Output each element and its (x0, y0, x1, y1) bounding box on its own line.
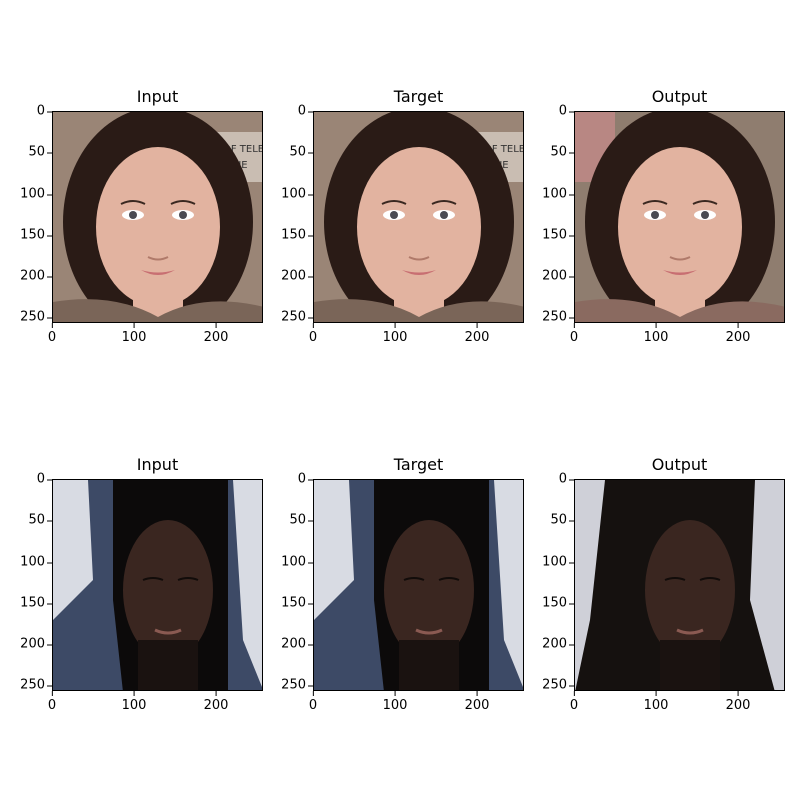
x-tick-label: 200 (203, 691, 229, 713)
x-tick-label: 200 (725, 691, 751, 713)
x-tick-label: 100 (121, 323, 147, 345)
subplot-title: Target (393, 87, 444, 106)
x-tick-label: 0 (308, 323, 318, 345)
x-tick-label: 0 (569, 691, 579, 713)
x-tick-label: 100 (382, 323, 408, 345)
image-frame: OF TELE SCIE (52, 111, 263, 323)
y-tick-label: 50 (289, 144, 313, 160)
subplot-output: Output 0 50 100 150 200 250 0 100 200 (542, 87, 785, 345)
portrait-image (314, 480, 523, 690)
subplot-title: Input (136, 455, 179, 474)
subplot-title: Output (651, 87, 708, 106)
subplot-input: Input 0 50 100 150 200 250 0 100 200 (20, 455, 263, 713)
y-tick-label: 150 (20, 227, 52, 243)
y-tick-label: 250 (542, 309, 574, 325)
y-tick-label: 0 (36, 471, 53, 487)
y-tick-label: 250 (281, 309, 313, 325)
y-tick-label: 250 (542, 677, 574, 693)
subplot-title: Output (651, 455, 708, 474)
y-tick-label: 0 (558, 471, 575, 487)
y-tick-label: 200 (20, 636, 52, 652)
portrait-image (575, 480, 784, 690)
y-tick-label: 0 (36, 103, 53, 119)
subplot-target: Target OF TELE SCIE 05010015020025001002… (281, 87, 524, 345)
x-tick-label: 200 (464, 323, 490, 345)
image-frame (52, 479, 263, 691)
y-tick-label: 100 (542, 554, 574, 570)
y-tick-label: 150 (542, 227, 574, 243)
svg-text:OF TELE: OF TELE (484, 144, 524, 155)
y-tick-label: 50 (550, 144, 574, 160)
x-tick-label: 200 (464, 691, 490, 713)
subplot-title: Target (393, 455, 444, 474)
y-tick-label: 200 (542, 268, 574, 284)
x-tick-label: 200 (725, 323, 751, 345)
x-tick-label: 0 (308, 691, 318, 713)
y-tick-label: 50 (28, 144, 52, 160)
subplot-input: Input OF TELE SCIE 050100150200250010020… (20, 87, 263, 345)
image-frame (574, 111, 785, 323)
y-tick-label: 200 (281, 268, 313, 284)
y-tick-label: 150 (281, 595, 313, 611)
image-frame (313, 479, 524, 691)
x-tick-label: 100 (643, 691, 669, 713)
y-tick-label: 50 (550, 512, 574, 528)
y-tick-label: 200 (281, 636, 313, 652)
x-tick-label: 0 (47, 323, 57, 345)
image-frame (574, 479, 785, 691)
x-tick-label: 0 (569, 323, 579, 345)
y-tick-label: 150 (281, 227, 313, 243)
y-tick-label: 150 (542, 595, 574, 611)
x-tick-label: 100 (643, 323, 669, 345)
image-frame: OF TELE SCIE (313, 111, 524, 323)
y-tick-label: 50 (289, 512, 313, 528)
subplot-output: Output 0 50 100 150 200 250 0 100 200 (542, 455, 785, 713)
svg-text:OF TELE: OF TELE (223, 144, 263, 155)
y-tick-label: 200 (542, 636, 574, 652)
y-tick-label: 50 (28, 512, 52, 528)
subplot-title: Input (136, 87, 179, 106)
x-tick-label: 200 (203, 323, 229, 345)
x-tick-label: 100 (121, 691, 147, 713)
portrait-image (53, 480, 262, 690)
y-tick-label: 100 (281, 186, 313, 202)
portrait-image: OF TELE SCIE (53, 112, 263, 322)
y-tick-label: 0 (297, 103, 314, 119)
y-tick-label: 250 (20, 677, 52, 693)
y-tick-label: 100 (542, 186, 574, 202)
x-tick-label: 0 (47, 691, 57, 713)
y-tick-label: 250 (20, 309, 52, 325)
y-tick-label: 100 (281, 554, 313, 570)
y-tick-label: 250 (281, 677, 313, 693)
y-tick-label: 200 (20, 268, 52, 284)
portrait-image: OF TELE SCIE (314, 112, 524, 322)
y-tick-label: 150 (20, 595, 52, 611)
y-tick-label: 0 (558, 103, 575, 119)
portrait-image (575, 112, 784, 322)
y-tick-label: 100 (20, 554, 52, 570)
subplot-target: Target 0 50 100 150 200 250 0 100 200 (281, 455, 524, 713)
x-tick-label: 100 (382, 691, 408, 713)
y-tick-label: 0 (297, 471, 314, 487)
y-tick-label: 100 (20, 186, 52, 202)
